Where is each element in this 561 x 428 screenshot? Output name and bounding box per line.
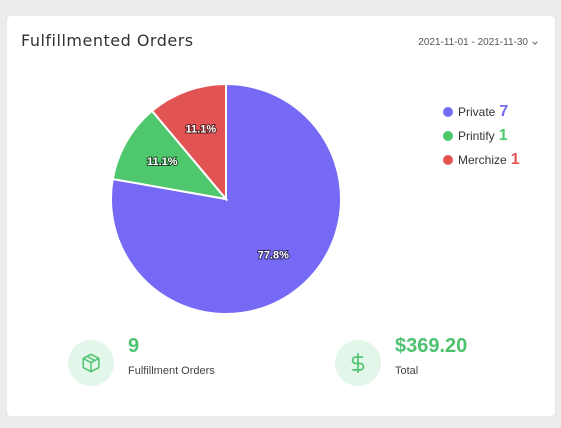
pie-label-printify: 11.1% (147, 156, 178, 168)
box-icon-badge (68, 340, 114, 386)
legend-item-printify[interactable]: Printify 1 (443, 124, 520, 148)
pie-chart: 77.8% 11.1% 11.1% (109, 82, 343, 316)
pie-label-merchize: 11.1% (186, 124, 217, 136)
legend-label: Printify (458, 129, 495, 143)
pie-chart-svg: 77.8% 11.1% 11.1% (110, 82, 342, 315)
fulfillment-orders-stat: 9 Fulfillment Orders (68, 336, 215, 386)
legend-dot-merchize (443, 155, 453, 165)
pie-label-private: 77.8% (258, 249, 289, 261)
legend-item-private[interactable]: Private 7 (443, 100, 520, 124)
legend-dot-private (443, 107, 453, 117)
total-stat: $369.20 Total (335, 336, 467, 386)
total-label: Total (395, 365, 419, 377)
legend-count: 1 (498, 127, 508, 144)
legend-count: 1 (510, 151, 520, 168)
orders-label: Fulfillment Orders (128, 365, 215, 377)
legend-label: Merchize (458, 153, 507, 167)
date-range-picker[interactable]: 2021-11-01 - 2021-11-30 (418, 37, 539, 48)
fulfillment-card: Fulfillmented Orders 2021-11-01 - 2021-1… (7, 16, 555, 416)
orders-count: 9 (128, 335, 140, 357)
chevron-down-icon (532, 40, 538, 45)
pie-slice-printify[interactable] (111, 109, 229, 201)
date-range-text: 2021-11-01 - 2021-11-30 (418, 37, 528, 48)
pie-slice-merchize[interactable] (150, 82, 227, 202)
card-title: Fulfillmented Orders (21, 31, 194, 50)
legend-count: 7 (499, 103, 509, 120)
box-icon (82, 353, 100, 373)
chart-legend: Private 7 Printify 1 Merchize 1 (443, 100, 520, 172)
legend-item-merchize[interactable]: Merchize 1 (443, 148, 520, 172)
dollar-icon (351, 353, 365, 373)
total-amount: $369.20 (395, 335, 468, 357)
legend-dot-printify (443, 131, 453, 141)
dollar-icon-badge (335, 340, 381, 386)
legend-label: Private (458, 105, 496, 119)
